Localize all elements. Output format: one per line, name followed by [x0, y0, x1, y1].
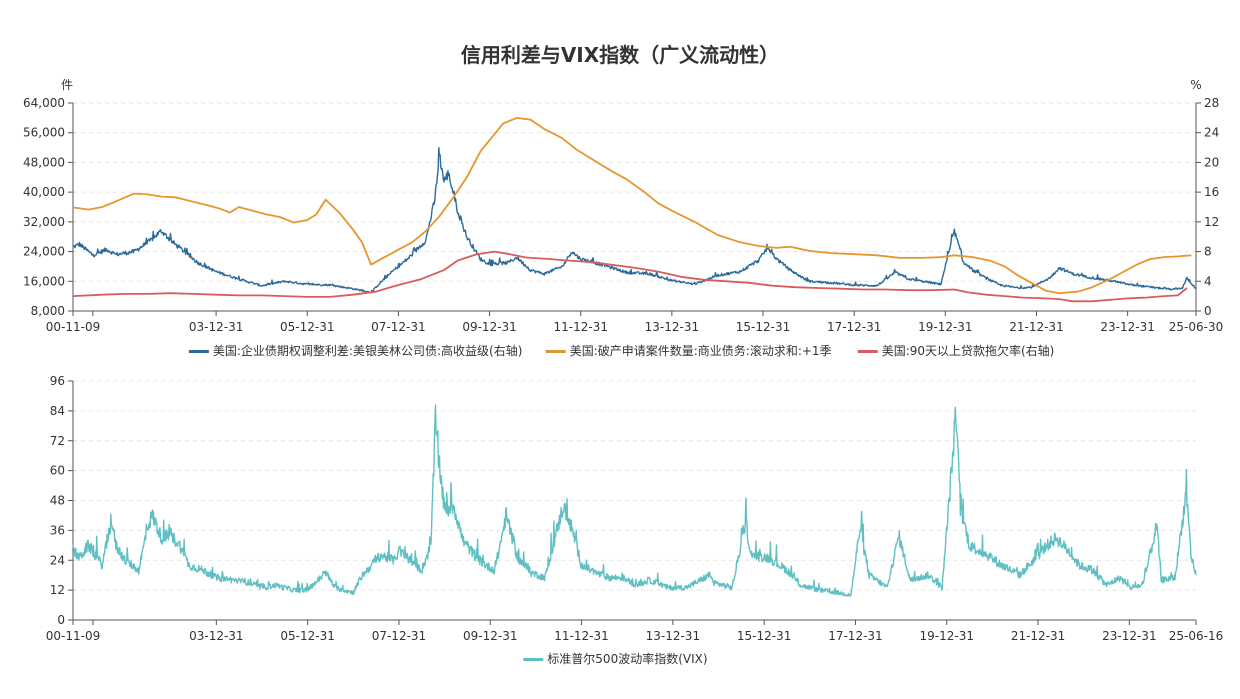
top-chart-x-tick-label: 23-12-31 [1100, 320, 1154, 334]
top-chart-x-tick-label: 13-12-31 [645, 320, 699, 334]
bottom-chart-left-tick-label: 60 [50, 464, 65, 478]
top-chart-x-tick-label: 03-12-31 [189, 320, 243, 334]
top-chart-right-tick-label: 20 [1204, 155, 1219, 169]
bottom-chart-x-tick-label: 13-12-31 [646, 629, 700, 643]
top-chart-left-tick-label: 48,000 [23, 155, 65, 169]
top-chart-x-tick-label: 17-12-31 [827, 320, 881, 334]
top-chart-x-tick-label: 25-06-30 [1169, 320, 1223, 334]
top-chart-x-tick-label: 09-12-31 [462, 320, 516, 334]
chart-title: 信用利差与VIX指数（广义流动性） [461, 43, 779, 67]
bottom-chart-x-tick-label: 09-12-31 [463, 629, 517, 643]
bottom-chart: 0 12 24 36 48 60 72 84 96 00-11-09 03-12-31 05-12-3… [46, 374, 1223, 643]
top-chart-legend-swatch-3 [857, 350, 878, 353]
top-chart-right-tick-label: 24 [1204, 126, 1219, 140]
top-chart-left-tick-label: 24,000 [23, 245, 65, 259]
top-chart-series-line-3 [72, 250, 1188, 303]
top-chart-x-tick-label: 11-12-31 [553, 320, 607, 334]
bottom-chart-left-tick-label: 84 [50, 404, 65, 418]
top-chart-right-unit: % [1190, 78, 1201, 92]
top-chart-right-tick-label: 16 [1204, 185, 1219, 199]
top-chart-left-tick-label: 64,000 [23, 96, 65, 110]
top-chart-x-tick-label: 21-12-31 [1009, 320, 1063, 334]
bottom-chart-x-tick-label: 15-12-31 [737, 629, 791, 643]
bottom-chart-left-tick-label: 0 [57, 613, 65, 627]
top-chart-left-unit: 件 [61, 78, 73, 92]
top-chart-x-tick-label: 00-11-09 [46, 320, 100, 334]
top-chart-x-tick-label: 05-12-31 [280, 320, 334, 334]
bottom-chart-left-tick-label: 24 [50, 553, 65, 567]
top-chart: 8,000 16,000 24,000 32,000 40,000 48,000 56,00… [23, 78, 1223, 334]
bottom-chart-x-tick-label: 17-12-31 [828, 629, 882, 643]
bottom-chart-left-tick-label: 12 [50, 583, 65, 597]
bottom-chart-x-tick-label: 11-12-31 [554, 629, 608, 643]
bottom-chart-left-tick-label: 96 [50, 374, 65, 388]
top-chart-legend-label-2: 美国:破产申请案件数量:商业债务:滚动求和:+1季 [570, 343, 832, 358]
top-chart-left-tick-label: 40,000 [23, 185, 65, 199]
bottom-chart-left-tick-label: 72 [50, 434, 65, 448]
top-chart-legend-swatch-2 [545, 350, 566, 353]
bottom-chart-x-tick-label: 25-06-16 [1169, 629, 1223, 643]
bottom-chart-legend-swatch-1 [523, 658, 544, 661]
bottom-chart-x-tick-label: 00-11-09 [46, 629, 100, 643]
bottom-chart-legend: 标准普尔500波动率指数(VIX) [523, 651, 708, 666]
top-chart-series-line-1 [72, 147, 1197, 294]
top-chart-x-tick-label: 07-12-31 [371, 320, 425, 334]
top-chart-right-tick-label: 12 [1204, 215, 1219, 229]
top-chart-x-tick-label: 15-12-31 [736, 320, 790, 334]
top-chart-left-tick-label: 56,000 [23, 126, 65, 140]
top-chart-legend-label-1: 美国:企业债期权调整利差:美银美林公司债:高收益级(右轴) [213, 343, 523, 358]
top-chart-right-tick-label: 8 [1204, 245, 1212, 259]
bottom-chart-left-tick-label: 48 [50, 494, 65, 508]
top-chart-legend-label-3: 美国:90天以上贷款拖欠率(右轴) [882, 343, 1055, 358]
bottom-chart-x-tick-label: 07-12-31 [372, 629, 426, 643]
top-chart-right-tick-label: 0 [1204, 304, 1212, 318]
top-chart-right-tick-label: 4 [1204, 274, 1212, 288]
bottom-chart-legend-label-1: 标准普尔500波动率指数(VIX) [547, 651, 707, 666]
bottom-chart-x-tick-label: 05-12-31 [280, 629, 334, 643]
top-chart-legend: 美国:企业债期权调整利差:美银美林公司债:高收益级(右轴) 美国:破产申请案件数量… [188, 343, 1055, 358]
top-chart-x-tick-label: 19-12-31 [918, 320, 972, 334]
top-chart-series-line-2 [72, 117, 1192, 295]
top-chart-left-tick-label: 32,000 [23, 215, 65, 229]
top-chart-legend-swatch-1 [188, 350, 209, 353]
bottom-chart-x-tick-label: 03-12-31 [189, 629, 243, 643]
bottom-chart-series-line-1 [72, 404, 1197, 597]
bottom-chart-x-tick-label: 21-12-31 [1011, 629, 1065, 643]
bottom-chart-x-tick-label: 19-12-31 [920, 629, 974, 643]
top-chart-left-tick-label: 16,000 [23, 274, 65, 288]
top-chart-left-tick-label: 8,000 [31, 304, 65, 318]
bottom-chart-x-tick-label: 23-12-31 [1102, 629, 1156, 643]
top-chart-right-tick-label: 28 [1204, 96, 1219, 110]
bottom-chart-left-tick-label: 36 [50, 523, 65, 537]
